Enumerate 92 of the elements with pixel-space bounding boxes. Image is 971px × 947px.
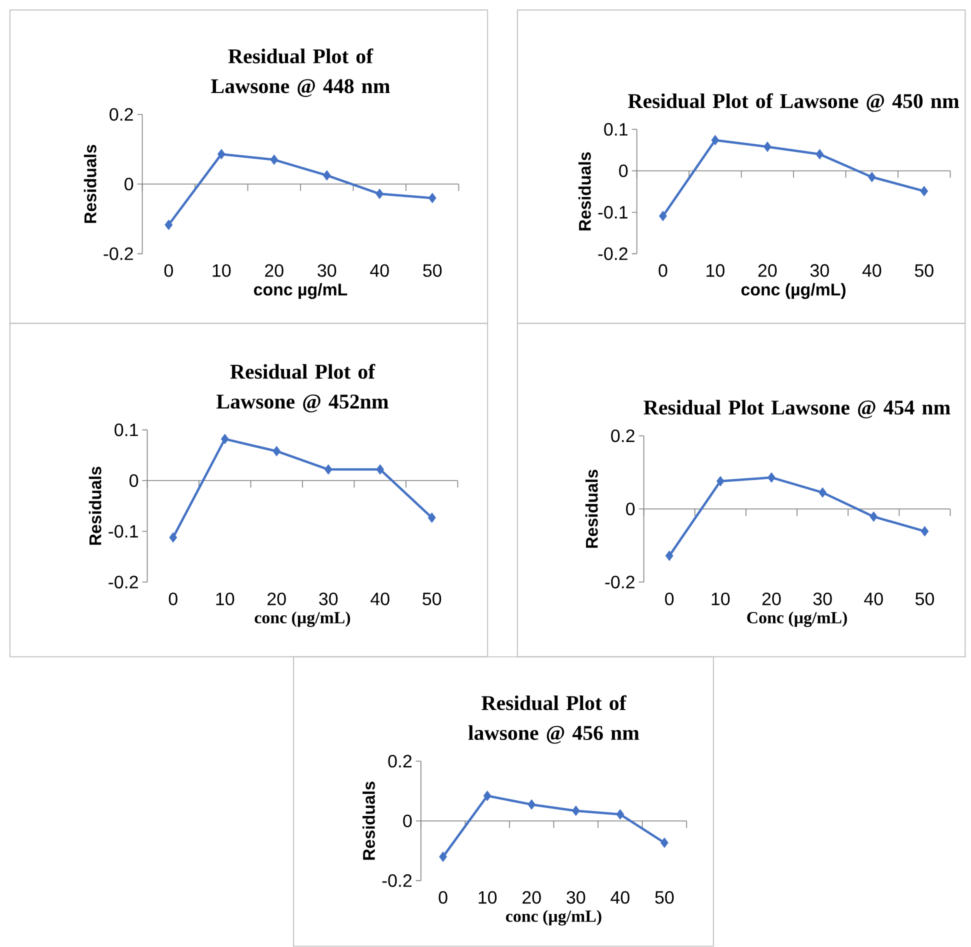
- point: [169, 532, 178, 543]
- x-axis-title: Conc (µg/mL): [747, 612, 847, 628]
- point: [920, 186, 928, 196]
- x-tick-label: 50: [655, 891, 674, 904]
- point: [439, 852, 448, 862]
- point: [818, 487, 827, 498]
- x-tick-label: 0: [168, 592, 178, 606]
- y-axis-title: Residuals: [578, 152, 591, 230]
- point: [711, 135, 720, 146]
- x-tick-label: 20: [268, 592, 286, 606]
- x-tick-label: 30: [319, 592, 338, 606]
- x-tick-label: 50: [423, 264, 442, 278]
- y-tick-label: -0.2: [605, 576, 634, 589]
- x-axis-title: conc µg/mL: [254, 283, 348, 300]
- x-tick-label: 20: [758, 264, 777, 277]
- point: [270, 154, 278, 166]
- x-tick-label: 10: [216, 592, 234, 606]
- point: [483, 790, 492, 802]
- y-tick-label: 0: [124, 178, 134, 191]
- y-tick-label: -0.2: [108, 576, 138, 589]
- y-tick-label: -0.2: [598, 248, 628, 260]
- point: [324, 464, 332, 475]
- point: [658, 210, 667, 222]
- y-tick-label: 0: [619, 164, 628, 178]
- x-axis-title: conc (µg/mL): [254, 612, 350, 628]
- x-tick-label: 40: [370, 592, 390, 606]
- y-tick-label: -0.1: [108, 525, 138, 538]
- y-tick-label: -0.2: [382, 874, 412, 888]
- x-axis-title: conc (µg/mL): [506, 910, 602, 926]
- y-tick-label: -0.2: [104, 248, 133, 260]
- x-tick-label: 50: [914, 264, 934, 277]
- point: [376, 188, 384, 200]
- point: [272, 446, 281, 457]
- y-tick-label: 0.1: [114, 424, 138, 436]
- y-tick-label: 0.2: [611, 430, 634, 442]
- x-tick-label: 10: [712, 592, 730, 606]
- x-tick-label: 0: [164, 264, 173, 278]
- y-tick-label: 0.2: [110, 108, 133, 121]
- y-tick-label: 0: [403, 814, 412, 828]
- point: [376, 464, 384, 475]
- point: [660, 838, 668, 848]
- point: [920, 526, 929, 537]
- x-axis-title: conc (µg/mL): [741, 283, 846, 300]
- chart-title: Residual Plot Lawsone @ 454 nm: [644, 400, 950, 418]
- point: [816, 149, 824, 160]
- x-tick-label: 10: [478, 891, 497, 904]
- point: [528, 799, 536, 810]
- y-tick-label: 0: [626, 502, 635, 516]
- point: [322, 170, 331, 181]
- y-tick-label: 0.2: [388, 754, 412, 768]
- x-tick-label: 30: [566, 891, 586, 904]
- point: [716, 476, 724, 487]
- chart-title: Residual Plot of Lawsone @ 450 nm: [628, 93, 960, 112]
- x-tick-label: 30: [810, 264, 829, 277]
- x-tick-label: 50: [422, 592, 442, 606]
- x-tick-label: 50: [915, 592, 934, 606]
- chart-title: Residual Plot of Lawsone @ 452nm: [216, 364, 388, 413]
- chart-title: Residual Plot of Lawsone @ 448 nm: [211, 48, 390, 98]
- x-tick-label: 30: [318, 264, 336, 278]
- point: [870, 512, 878, 522]
- point: [217, 149, 226, 160]
- y-axis-title: Residuals: [88, 466, 102, 545]
- x-tick-label: 40: [370, 264, 389, 278]
- y-axis-title: Residuals: [585, 470, 598, 548]
- point: [868, 172, 876, 182]
- x-tick-label: 10: [212, 264, 231, 278]
- point: [616, 809, 624, 820]
- point: [768, 472, 776, 483]
- point: [572, 806, 580, 816]
- x-tick-label: 40: [864, 592, 883, 606]
- chart-title: Residual Plot of lawsone @ 456 nm: [468, 695, 640, 744]
- y-axis-title: Residuals: [362, 782, 375, 860]
- point: [763, 142, 772, 152]
- point: [428, 192, 436, 204]
- y-axis-title: Residuals: [84, 144, 96, 224]
- x-tick-label: 20: [265, 264, 284, 278]
- point: [164, 220, 173, 230]
- point: [665, 550, 674, 562]
- y-tick-label: -0.1: [598, 206, 628, 219]
- x-tick-label: 10: [706, 264, 724, 277]
- x-tick-label: 20: [762, 592, 781, 606]
- x-tick-label: 0: [438, 891, 448, 904]
- y-tick-label: 0.1: [604, 123, 628, 136]
- x-tick-label: 20: [522, 891, 541, 904]
- point: [220, 434, 229, 444]
- x-tick-label: 0: [665, 592, 674, 606]
- x-tick-label: 40: [862, 264, 882, 277]
- x-tick-label: 0: [658, 264, 668, 277]
- x-tick-label: 40: [610, 891, 630, 904]
- x-tick-label: 30: [813, 592, 832, 606]
- point: [428, 512, 436, 523]
- y-tick-label: 0: [130, 474, 138, 488]
